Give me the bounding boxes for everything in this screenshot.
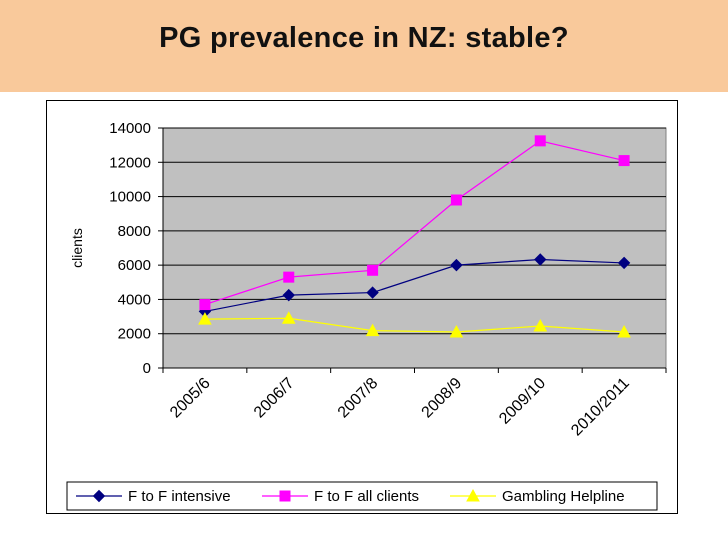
legend-entry: F to F all clients (262, 488, 419, 505)
x-tick-label: 2008/9 (419, 375, 466, 422)
data-point (449, 324, 464, 338)
y-tick-label: 2000 (118, 326, 151, 343)
y-axis-label: clients (69, 228, 85, 268)
y-tick-label: 4000 (118, 291, 151, 308)
x-tick-label: 2005/6 (167, 375, 214, 422)
legend-entry: F to F intensive (76, 488, 231, 505)
legend-marker (466, 488, 480, 502)
data-point (534, 135, 546, 147)
x-tick-label: 2010/2011 (568, 375, 633, 440)
y-tick-label: 8000 (118, 223, 151, 240)
legend: F to F intensive F to F all clients Gambli… (66, 481, 658, 511)
legend-box (66, 481, 658, 511)
series-0 (198, 253, 631, 318)
x-tick-label: 2007/8 (335, 375, 382, 422)
legend-marker (279, 490, 291, 502)
series-1 (199, 135, 630, 311)
data-point (282, 288, 295, 302)
y-tick-label: 6000 (118, 257, 151, 274)
data-point (367, 264, 379, 276)
series-line (204, 317, 625, 333)
x-tick-label: 2009/10 (496, 375, 549, 428)
data-point (199, 299, 211, 311)
data-point (281, 311, 296, 324)
legend-entry: Gambling Helpline (450, 488, 625, 505)
legend-label: Gambling Helpline (502, 488, 625, 505)
y-tick-label: 0 (143, 360, 151, 377)
series-layer (198, 135, 631, 338)
data-point (365, 323, 380, 337)
data-point (198, 312, 212, 325)
series-line (204, 258, 625, 313)
data-point (618, 155, 630, 167)
legend-label: F to F intensive (128, 488, 231, 505)
legend-marker (92, 489, 106, 503)
x-axis-ticks: 2005/6 2006/7 2007/8 2008/9 2009/10 2010/2011 (162, 368, 667, 440)
data-point (617, 256, 631, 270)
data-point (450, 258, 463, 272)
data-point (450, 194, 462, 206)
data-point (283, 271, 295, 283)
plot-area (162, 127, 667, 369)
x-tick-label: 2006/7 (251, 375, 298, 422)
data-point (617, 324, 631, 338)
y-tick-label: 12000 (109, 154, 151, 171)
grid-lines (163, 127, 666, 335)
data-point (366, 286, 379, 299)
data-point (533, 318, 548, 332)
legend-label: F to F all clients (314, 488, 419, 505)
title-band: PG prevalence in NZ: stable? (0, 0, 728, 92)
series-2 (198, 311, 631, 338)
slide-title: PG prevalence in NZ: stable? (159, 22, 569, 54)
data-point (534, 253, 547, 266)
series-line (204, 140, 625, 306)
y-tick-label: 14000 (109, 120, 151, 137)
y-tick-label: 10000 (109, 189, 151, 206)
